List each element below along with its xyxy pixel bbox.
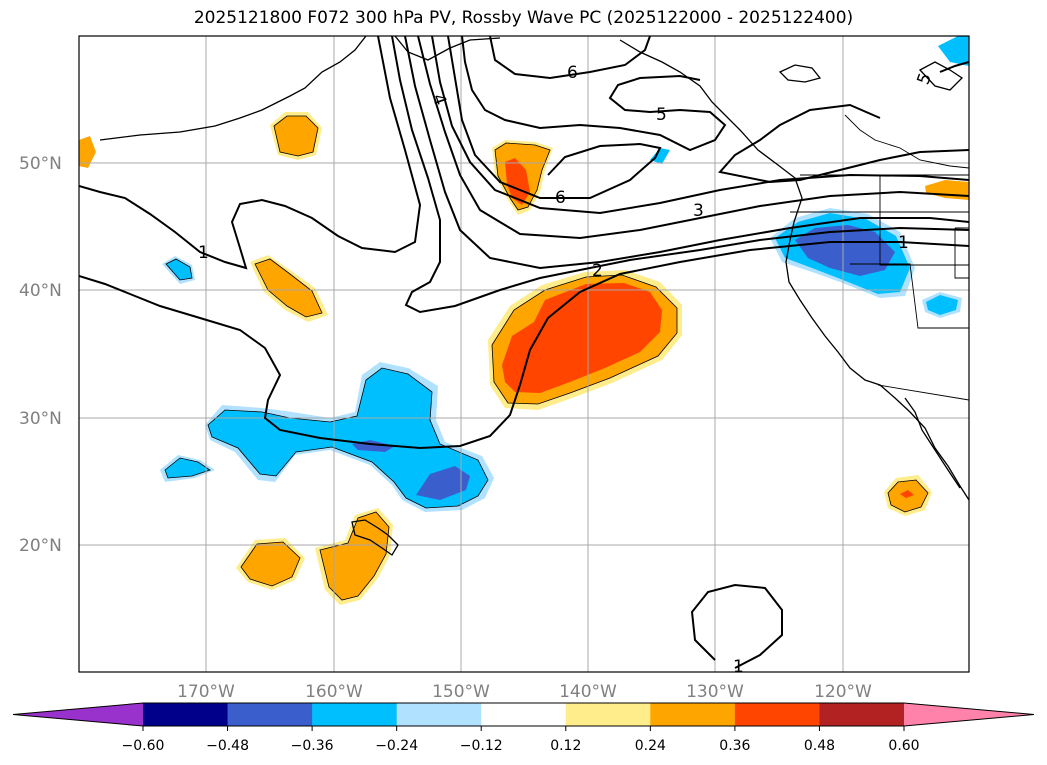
coastlines xyxy=(99,36,969,556)
colorbar-tick-label: 0.36 xyxy=(719,738,750,754)
lat-label: 20°N xyxy=(19,536,62,556)
lon-label: 170°W xyxy=(177,682,235,702)
anomaly-outlines xyxy=(164,115,929,601)
colorbar-tick-label: −0.48 xyxy=(206,738,249,754)
colorbar-segment xyxy=(143,703,229,726)
colorbar-segment xyxy=(481,703,567,726)
colorbar-segment xyxy=(565,703,651,726)
lon-label: 160°W xyxy=(305,682,363,702)
lon-label: 120°W xyxy=(814,682,872,702)
colorbar-segment xyxy=(734,703,820,726)
contour-label: 6 xyxy=(555,188,566,208)
contour-label: 6 xyxy=(567,63,578,83)
colorbar-segment xyxy=(227,703,313,726)
contour-labels: 6 5 4 6 3 2 1 1 1 5 xyxy=(198,63,936,677)
longitude-labels: 170°W 160°W 150°W 140°W 130°W 120°W xyxy=(177,682,872,702)
lon-label: 140°W xyxy=(559,682,617,702)
positive-anomalies xyxy=(79,112,969,605)
colorbar-segment xyxy=(312,703,398,726)
plot-frame xyxy=(78,35,970,673)
colorbar-segment xyxy=(396,703,482,726)
state-borders xyxy=(790,114,969,401)
colorbar-tick-label: 0.60 xyxy=(888,738,919,754)
colorbar-tick-label: 0.48 xyxy=(804,738,835,754)
lon-label: 130°W xyxy=(686,682,744,702)
lat-label: 30°N xyxy=(19,409,62,429)
contour-label: 5 xyxy=(656,105,667,125)
colorbar-tick-label: −0.36 xyxy=(291,738,334,754)
colorbar-segment xyxy=(650,703,736,726)
colorbar-segment xyxy=(819,703,905,726)
colorbar-tick-label: −0.60 xyxy=(122,738,165,754)
colorbar-tick-label: 0.12 xyxy=(550,738,581,754)
plot-area: 6 5 4 6 3 2 1 1 1 5 xyxy=(79,36,969,677)
latitude-labels: 50°N 40°N 30°N 20°N xyxy=(19,154,62,556)
colorbar-extend-low xyxy=(13,703,143,726)
colorbar-tick-label: 0.24 xyxy=(635,738,666,754)
lat-label: 40°N xyxy=(19,281,62,301)
colorbar-tick-label: −0.24 xyxy=(375,738,418,754)
colorbar-extend-high xyxy=(904,703,1034,726)
contour-label: 1 xyxy=(733,657,744,677)
lat-label: 50°N xyxy=(19,154,62,174)
contour-label: 1 xyxy=(198,243,209,263)
contour-label: 5 xyxy=(913,70,935,87)
contour-label: 1 xyxy=(898,233,909,253)
contour-label: 2 xyxy=(592,261,603,281)
contour-label: 3 xyxy=(693,201,704,221)
pv-contours xyxy=(79,36,969,669)
colorbar: −0.60 −0.48 −0.36 −0.24 −0.12 0.12 0.24 0.36 0.4… xyxy=(12,702,1035,754)
colorbar-tick-label: −0.12 xyxy=(460,738,503,754)
lon-label: 150°W xyxy=(432,682,490,702)
map-title: 2025121800 F072 300 hPa PV, Rossby Wave … xyxy=(193,8,854,28)
